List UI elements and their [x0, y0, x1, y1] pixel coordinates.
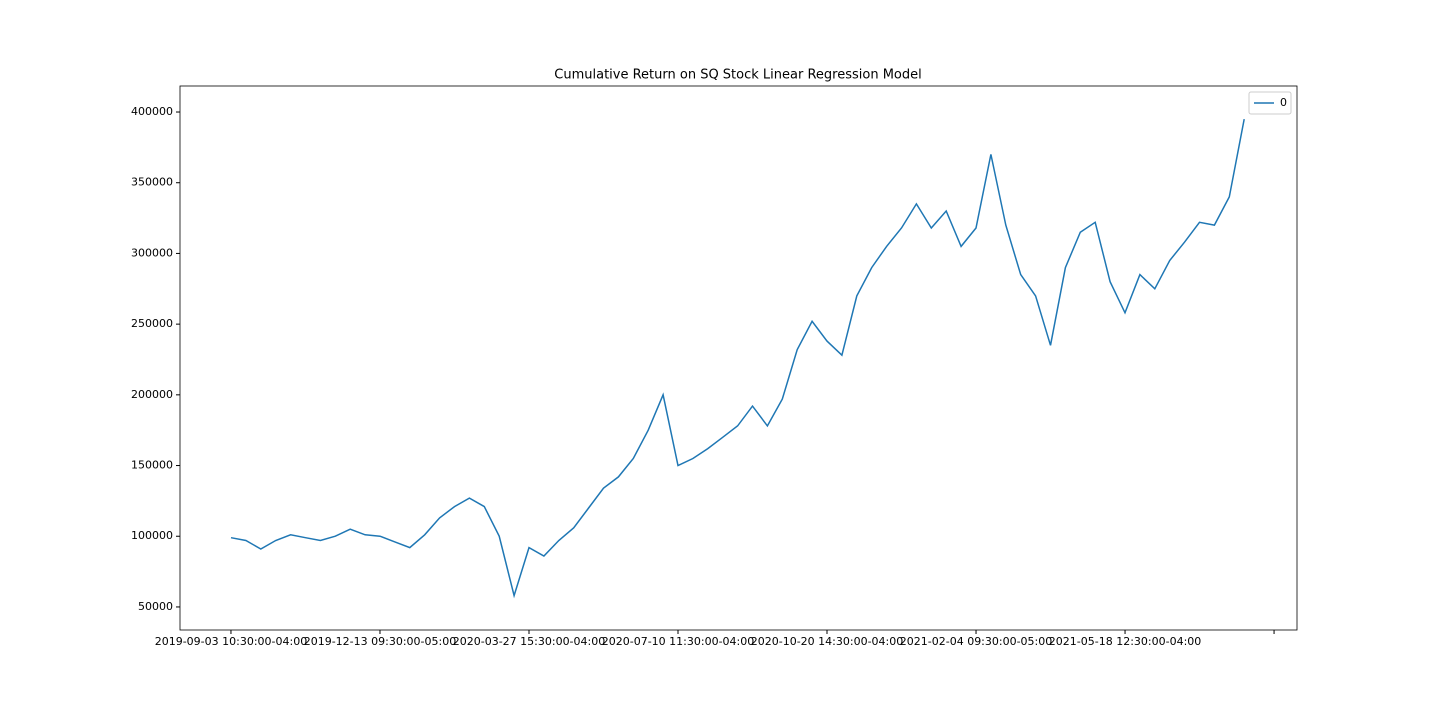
chart-title: Cumulative Return on SQ Stock Linear Reg… [554, 68, 921, 83]
y-tick-label: 200000 [131, 388, 173, 401]
line [230, 118, 1245, 599]
y-tick-label: 400000 [131, 105, 173, 118]
y-tick-label: 150000 [131, 459, 173, 472]
y-tick-label: 50000 [138, 600, 173, 613]
x-tick-label: 2021-05-18 12:30:00-04:00 [1049, 635, 1202, 648]
y-tick-label: 250000 [131, 317, 173, 330]
legend-label: 0 [1280, 96, 1287, 109]
y-tick-label: 100000 [131, 529, 173, 542]
y-tick-label: 300000 [131, 246, 173, 259]
x-tick-label: 2021-02-04 09:30:00-05:00 [900, 635, 1053, 648]
plot-area [179, 85, 1298, 631]
x-tick-label: 2020-03-27 15:30:00-04:00 [453, 635, 606, 648]
x-tick-label: 2019-12-13 09:30:00-05:00 [304, 635, 457, 648]
x-tick-label: 2019-09-03 10:30:00-04:00 [155, 635, 308, 648]
legend: 0 [1248, 91, 1292, 115]
y-tick-label: 350000 [131, 176, 173, 189]
x-tick-label: 2020-10-20 14:30:00-04:00 [751, 635, 904, 648]
x-tick-label: 2020-07-10 11:30:00-04:00 [602, 635, 755, 648]
